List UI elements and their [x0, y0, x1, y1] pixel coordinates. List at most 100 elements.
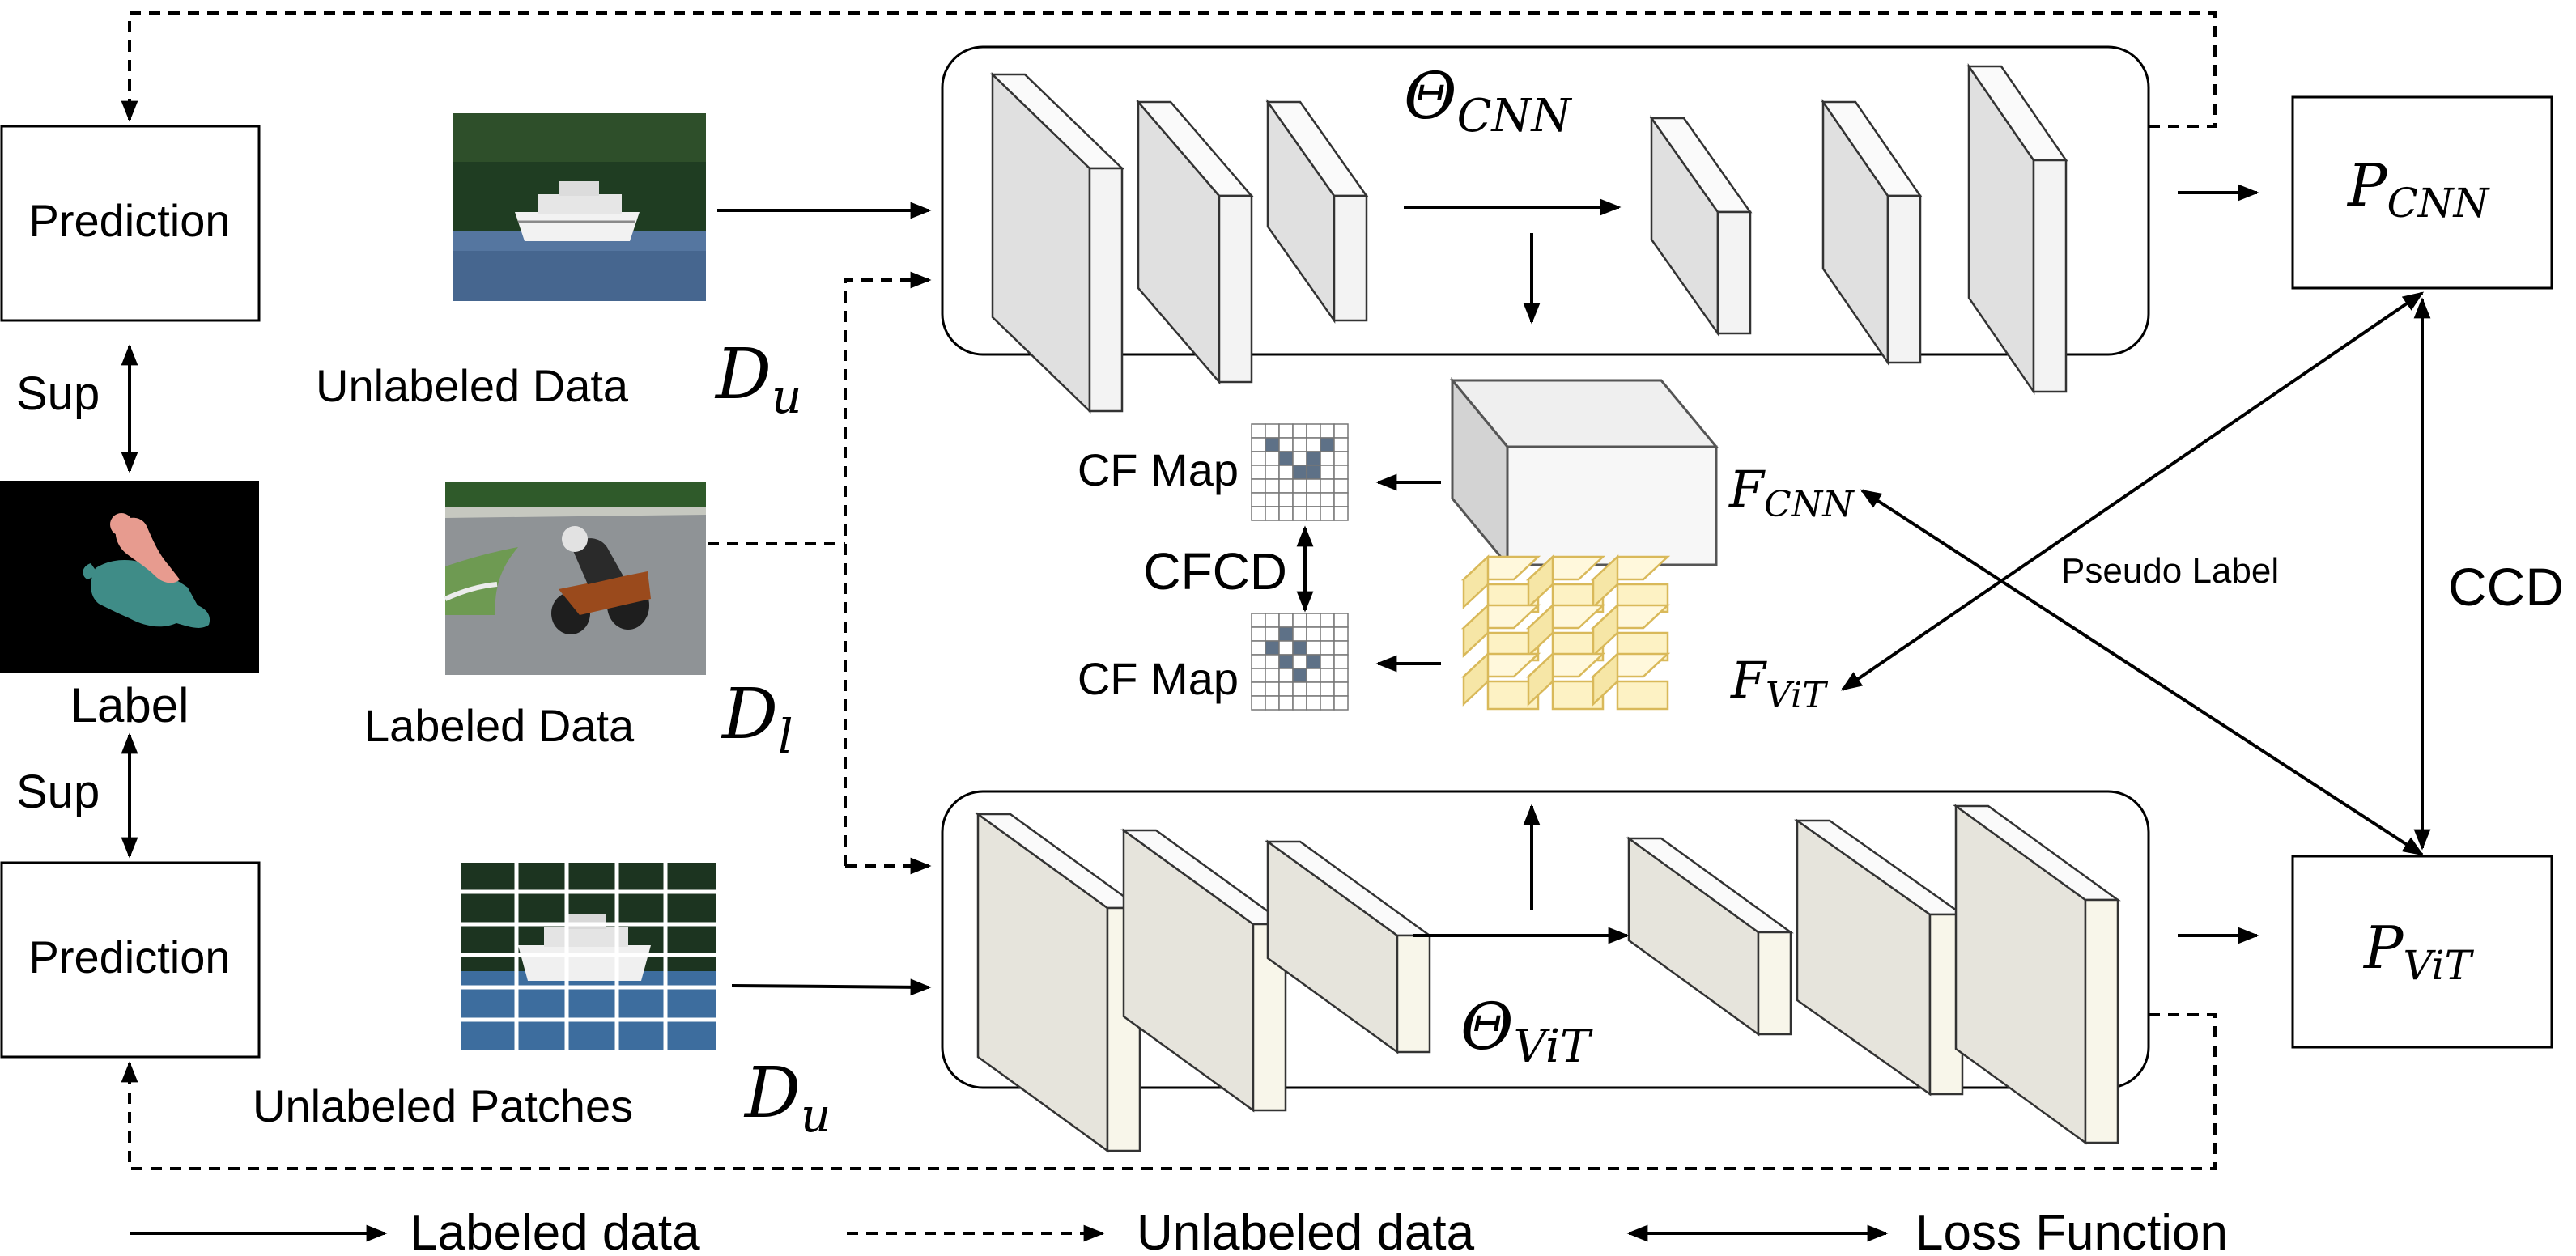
prediction-top-box: Prediction: [0, 125, 261, 322]
cf-map-cell: [1333, 695, 1349, 711]
cf-map-cell: [1333, 478, 1349, 494]
vit-token-cuboid: [1460, 651, 1541, 711]
label-mask-image: [0, 481, 259, 673]
cf-map-cell: [1278, 695, 1294, 711]
cf-map-cell: [1320, 465, 1335, 480]
theta-vit-label: ΘViT: [1460, 989, 1593, 1073]
vit-layer-1: [975, 812, 1143, 1153]
cf-map-bottom-label: CF Map: [1078, 653, 1239, 704]
cf-map-cell: [1265, 654, 1280, 669]
unlabeled-data-caption: Unlabeled Data: [316, 360, 629, 411]
sup-bottom-label: Sup: [16, 766, 100, 818]
cf-map-cell: [1320, 640, 1335, 656]
dashed-cnn-feedback: [121, 11, 2217, 128]
cf-map-cell: [1278, 506, 1294, 521]
cf-map-cell: [1278, 654, 1294, 669]
p-vit-box: PViT: [2291, 855, 2553, 1049]
dl-symbol: Dl: [721, 674, 793, 764]
cf-map-cell: [1251, 681, 1266, 697]
p-cnn-box: PCNN: [2291, 95, 2553, 290]
unlabeled-boat-image: [453, 113, 706, 301]
unlabeled-patches-caption: Unlabeled Patches: [253, 1080, 633, 1131]
cf-map-cell: [1333, 465, 1349, 480]
prediction-bottom-box: Prediction: [0, 861, 261, 1059]
cf-map-cell: [1265, 478, 1280, 494]
cf-map-cell: [1251, 613, 1266, 628]
vit-token-cuboid: [1460, 603, 1541, 662]
cf-map-cell: [1251, 654, 1266, 669]
vit-token-cuboid: [1590, 603, 1671, 662]
cf-map-cell: [1292, 640, 1307, 656]
cf-map-cell: [1251, 668, 1266, 683]
cf-map-cell: [1333, 451, 1349, 466]
cf-map-cell: [1333, 437, 1349, 452]
du-symbol-top: Du: [714, 334, 801, 424]
labeled-motorcycle-image: [444, 482, 706, 675]
cf-map-cell: [1320, 613, 1335, 628]
cf-map-cell: [1320, 626, 1335, 642]
cf-map-cell: [1265, 626, 1280, 642]
cf-map-cell: [1292, 492, 1307, 507]
cf-map-cell: [1306, 465, 1321, 480]
cf-map-cell: [1306, 640, 1321, 656]
cf-map-cell: [1278, 668, 1294, 683]
vit-layers: [975, 804, 2121, 1153]
p-vit-label: PViT: [2362, 914, 2475, 989]
vit-token-cuboid: [1525, 603, 1606, 662]
cf-map-cell: [1320, 506, 1335, 521]
cf-map-cell: [1306, 626, 1321, 642]
label-caption: Label: [70, 678, 189, 732]
cf-map-cell: [1320, 668, 1335, 683]
cfcd-label: CFCD: [1143, 542, 1287, 600]
cf-map-cell: [1292, 681, 1307, 697]
cf-map-cell: [1265, 492, 1280, 507]
cf-map-cell: [1306, 492, 1321, 507]
cf-map-cell: [1306, 613, 1321, 628]
cnn-layer-1: [989, 72, 1125, 414]
du-symbol-bottom: Du: [743, 1053, 831, 1143]
cf-map-cell: [1265, 695, 1280, 711]
cf-map-cell: [1251, 437, 1266, 452]
cf-map-cell: [1306, 681, 1321, 697]
cf-map-cell: [1333, 423, 1349, 439]
cf-map-cell: [1306, 668, 1321, 683]
cf-map-cell: [1306, 423, 1321, 439]
vit-layer-3: [1265, 839, 1433, 1054]
cf-map-cell: [1292, 654, 1307, 669]
vit-token-cuboid: [1590, 651, 1671, 711]
f-vit-label: FViT: [1730, 651, 1829, 716]
cf-map-cell: [1320, 492, 1335, 507]
cf-map-cell: [1251, 506, 1266, 521]
cf-map-cell: [1251, 478, 1266, 494]
cf-map-cell: [1265, 423, 1280, 439]
cf-map-cell: [1320, 478, 1335, 494]
cf-map-cell: [1292, 478, 1307, 494]
cf-map-cell: [1320, 681, 1335, 697]
pseudo-label-arrow-cnn: [1860, 489, 2425, 856]
cf-map-cell: [1251, 451, 1266, 466]
cf-map-cell: [1265, 465, 1280, 480]
cf-map-cell: [1278, 451, 1294, 466]
cf-map-bottom-grid: [1251, 613, 1349, 711]
cf-map-cell: [1292, 437, 1307, 452]
cf-map-cell: [1251, 640, 1266, 656]
cf-map-cell: [1278, 626, 1294, 642]
cf-map-cell: [1292, 695, 1307, 711]
cf-map-cell: [1278, 465, 1294, 480]
ccd-label: CCD: [2448, 557, 2564, 617]
pseudo-label-text: Pseudo Label: [2061, 551, 2279, 591]
cf-map-top-label: CF Map: [1078, 444, 1239, 495]
sup-top-label: Sup: [16, 367, 100, 420]
legend-unlabeled: Unlabeled data: [1137, 1205, 1475, 1256]
cf-map-cell: [1333, 668, 1349, 683]
cf-map-cell: [1278, 640, 1294, 656]
cf-map-cell: [1278, 681, 1294, 697]
cnn-feature-block: [1449, 376, 1719, 569]
cf-map-cell: [1278, 478, 1294, 494]
cf-map-cell: [1292, 613, 1307, 628]
cf-map-cell: [1251, 626, 1266, 642]
cf-map-cell: [1278, 423, 1294, 439]
cf-map-cell: [1320, 654, 1335, 669]
cf-map-cell: [1251, 423, 1266, 439]
cf-map-cell: [1306, 478, 1321, 494]
